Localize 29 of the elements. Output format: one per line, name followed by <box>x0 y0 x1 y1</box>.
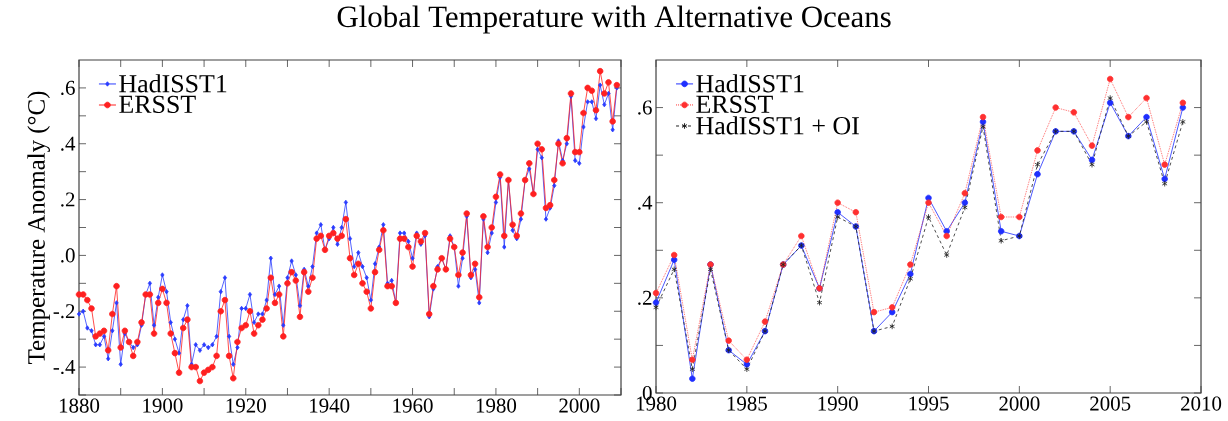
y-tick-label: .0 <box>61 248 75 263</box>
x-tick-label: 1900 <box>143 398 183 413</box>
legend-label: ERSST <box>696 95 773 114</box>
x-tick-label: 1990 <box>818 396 858 411</box>
x-tick-label: 1940 <box>310 398 350 413</box>
legend-label: HadISST1 <box>696 74 804 93</box>
x-tick-label: 1985 <box>727 396 767 411</box>
x-tick-label: 2000 <box>999 396 1040 411</box>
chart-title: Global Temperature with Alternative Oceans <box>337 5 891 34</box>
y-tick-label: .4 <box>638 195 653 210</box>
x-tick-label: 1980 <box>476 398 517 413</box>
y-axis-title: Temperature Anomaly (°C) <box>27 91 50 364</box>
x-tick-label: 1880 <box>59 398 100 413</box>
y-tick-label: .4 <box>61 136 76 151</box>
x-tick-label: 2010 <box>1181 396 1222 411</box>
x-tick-label: 2005 <box>1090 396 1131 411</box>
y-tick-label: .6 <box>638 100 652 115</box>
x-tick-label: 2000 <box>559 398 600 413</box>
y-tick-label: -.2 <box>53 304 75 319</box>
legend-label: HadISST1 <box>119 74 227 93</box>
y-tick-label: .6 <box>61 80 75 95</box>
y-tick-label: -.4 <box>53 360 76 375</box>
x-tick-label: 1920 <box>226 398 266 413</box>
y-tick-label: .2 <box>61 192 75 207</box>
legend-label: ERSST <box>119 95 196 114</box>
y-tick-label: .2 <box>638 290 652 305</box>
x-tick-label: 1995 <box>909 396 949 411</box>
legend-label: HadISST1 + OI <box>696 116 859 135</box>
x-tick-label: 1960 <box>393 398 433 413</box>
